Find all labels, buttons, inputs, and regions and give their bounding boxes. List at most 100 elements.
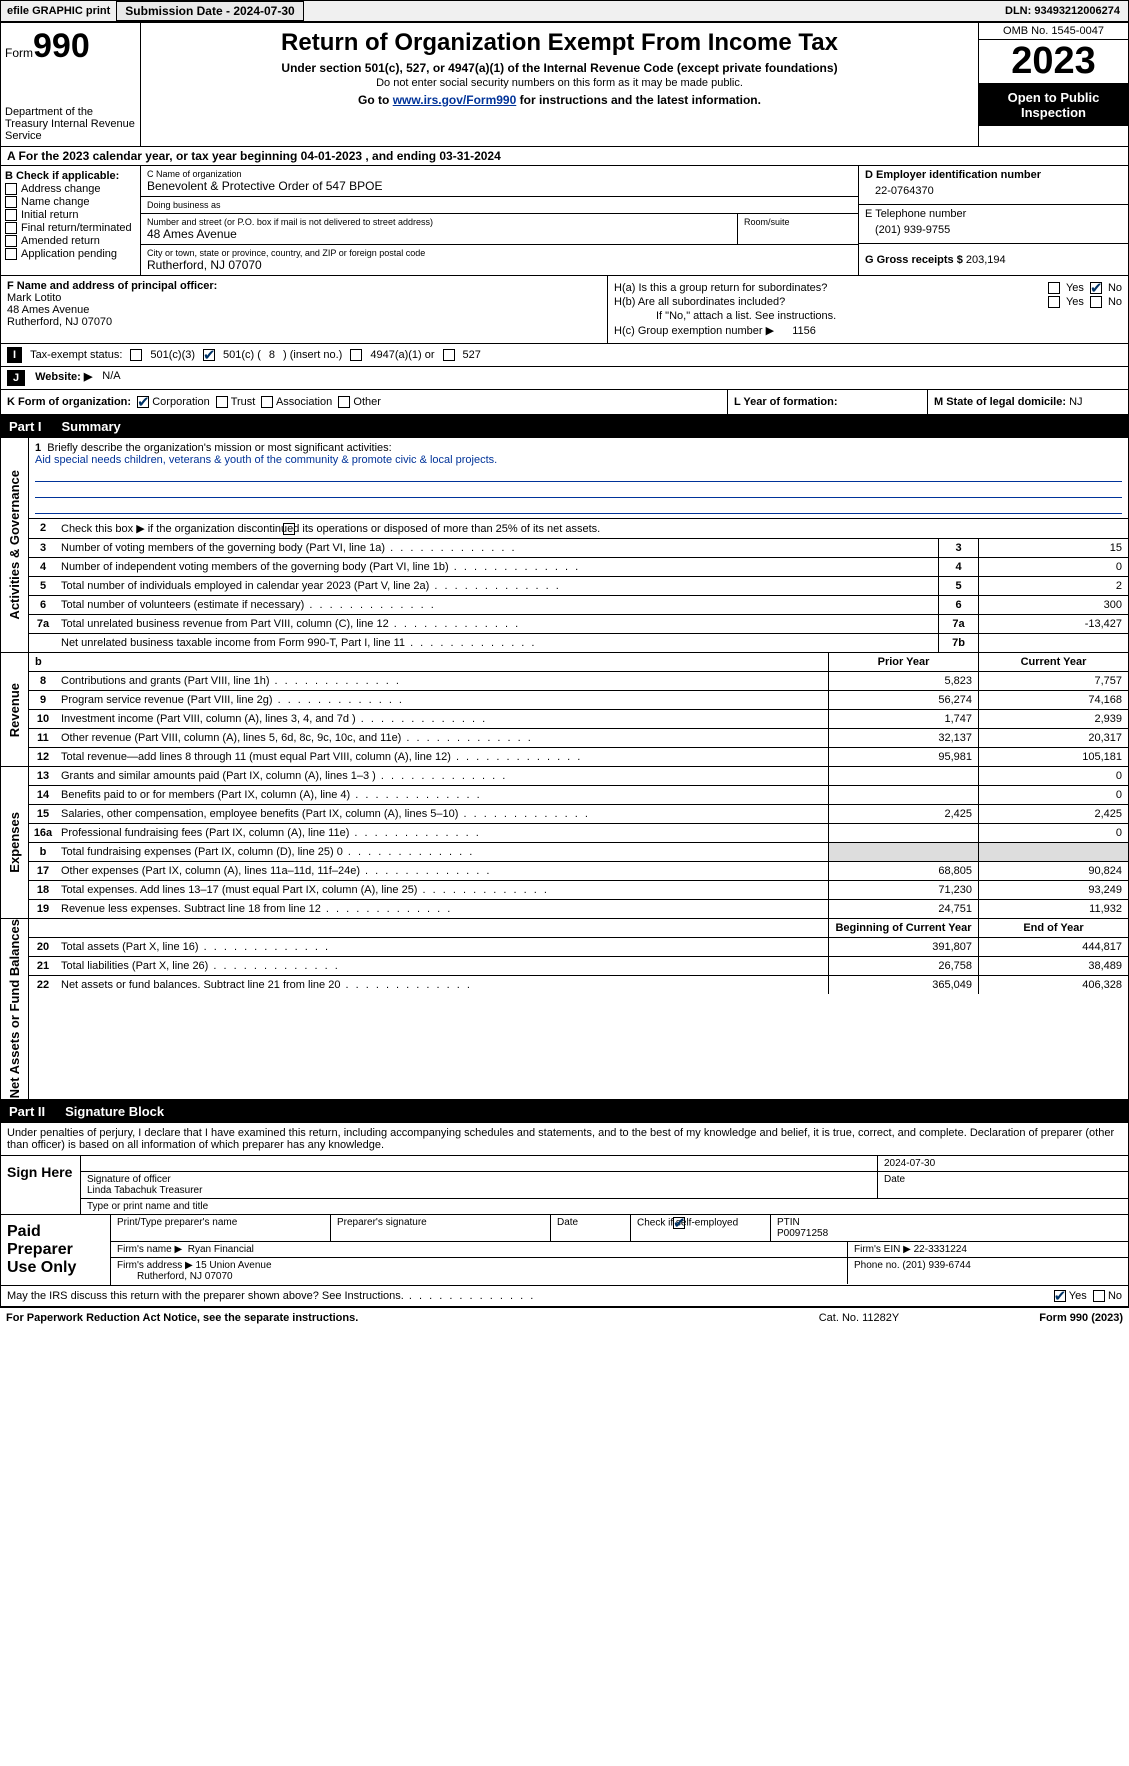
ag-text: Total unrelated business revenue from Pa…	[57, 615, 938, 633]
header-left: Form990 Department of the Treasury Inter…	[1, 23, 141, 146]
discuss-row: May the IRS discuss this return with the…	[0, 1286, 1129, 1307]
opt-501c-a: 501(c) (	[223, 349, 261, 361]
line1-label: Briefly describe the organization's miss…	[47, 442, 391, 454]
hc-label: H(c) Group exemption number ▶	[614, 324, 774, 337]
cb-amended-return[interactable]	[5, 235, 17, 247]
row-b: bTotal fundraising expenses (Part IX, co…	[29, 843, 1128, 862]
row-21: 21Total liabilities (Part X, line 26)26,…	[29, 957, 1128, 976]
row-10: 10Investment income (Part VIII, column (…	[29, 710, 1128, 729]
prep-d-label: Date	[551, 1215, 631, 1241]
domicile-label: M State of legal domicile:	[934, 396, 1066, 408]
addr-label: Number and street (or P.O. box if mail i…	[147, 217, 731, 227]
org-name: Benevolent & Protective Order of 547 BPO…	[147, 179, 852, 193]
cb-527[interactable]	[443, 349, 455, 361]
cb-address-change[interactable]	[5, 183, 17, 195]
hb-yes-cb[interactable]	[1048, 296, 1060, 308]
prep-pt-label: Print/Type preparer's name	[111, 1215, 331, 1241]
goto-link[interactable]: www.irs.gov/Form990	[393, 93, 517, 107]
row-16a: 16aProfessional fundraising fees (Part I…	[29, 824, 1128, 843]
discuss-no-cb[interactable]	[1093, 1290, 1105, 1302]
row-prior: 71,230	[828, 881, 978, 899]
part1-tag: Part I	[9, 419, 42, 434]
gross-label: G Gross receipts $	[865, 254, 963, 266]
row-curr: 7,757	[978, 672, 1128, 690]
mission-text: Aid special needs children, veterans & y…	[35, 454, 1122, 466]
row-curr: 93,249	[978, 881, 1128, 899]
submission-date-btn[interactable]: Submission Date - 2024-07-30	[116, 1, 303, 21]
row-prior: 1,747	[828, 710, 978, 728]
sign-block: Sign Here 2024-07-30 Signature of office…	[0, 1155, 1129, 1215]
row-prior	[828, 786, 978, 804]
sig-date-label: Date	[878, 1172, 1128, 1198]
firm-addr1: 15 Union Avenue	[196, 1260, 272, 1271]
row-text: Other revenue (Part VIII, column (A), li…	[57, 729, 828, 747]
row-text: Net assets or fund balances. Subtract li…	[57, 976, 828, 994]
cb-final-return[interactable]	[5, 222, 17, 234]
row-text: Professional fundraising fees (Part IX, …	[57, 824, 828, 842]
line2-label: Check this box ▶ if the organization dis…	[61, 523, 600, 535]
dln-label: DLN: 93493212006274	[997, 3, 1128, 19]
box-k: K Form of organization: Corporation Trus…	[1, 390, 728, 414]
row-prior: 32,137	[828, 729, 978, 747]
ha-no-cb[interactable]	[1090, 282, 1102, 294]
opt-name-change: Name change	[21, 196, 90, 208]
cb-4947[interactable]	[350, 349, 362, 361]
part2-header: Part II Signature Block	[0, 1100, 1129, 1123]
box-j: J Website: ▶ N/A	[0, 367, 1129, 390]
cb-name-change[interactable]	[5, 196, 17, 208]
row-prior: 24,751	[828, 900, 978, 918]
cb-501c[interactable]	[203, 349, 215, 361]
ag-box: 5	[938, 577, 978, 595]
row-curr: 105,181	[978, 748, 1128, 766]
cb-assoc[interactable]	[261, 396, 273, 408]
row-prior: 365,049	[828, 976, 978, 994]
form-subtitle: Under section 501(c), 527, or 4947(a)(1)…	[149, 61, 970, 75]
hb-no-cb[interactable]	[1090, 296, 1102, 308]
goto-line: Go to www.irs.gov/Form990 for instructio…	[149, 93, 970, 107]
ha-yes-cb[interactable]	[1048, 282, 1060, 294]
opt-4947: 4947(a)(1) or	[370, 349, 434, 361]
discuss-yes-cb[interactable]	[1054, 1290, 1066, 1302]
cb-trust[interactable]	[216, 396, 228, 408]
ein-label: D Employer identification number	[865, 169, 1122, 181]
row-text: Other expenses (Part IX, column (A), lin…	[57, 862, 828, 880]
firm-addr-label: Firm's address ▶	[117, 1260, 193, 1271]
city-value: Rutherford, NJ 07070	[147, 258, 852, 272]
info-block: B Check if applicable: Address change Na…	[0, 165, 1129, 276]
cb-other[interactable]	[338, 396, 350, 408]
ag-text: Net unrelated business taxable income fr…	[57, 634, 938, 652]
sig-type-label: Type or print name and title	[81, 1199, 1128, 1214]
firm-ein: 22-3331224	[914, 1244, 967, 1255]
opt-amended-return: Amended return	[21, 235, 100, 247]
discuss-text: May the IRS discuss this return with the…	[7, 1290, 535, 1302]
cb-application-pending[interactable]	[5, 248, 17, 260]
cb-initial-return[interactable]	[5, 209, 17, 221]
hb-yes: Yes	[1066, 296, 1084, 308]
row-prior: 2,425	[828, 805, 978, 823]
addr-value: 48 Ames Avenue	[147, 227, 731, 241]
sig-officer-label: Signature of officer	[87, 1174, 871, 1185]
officer-label: F Name and address of principal officer:	[7, 280, 601, 292]
cb-501c3[interactable]	[130, 349, 142, 361]
ag-box: 7b	[938, 634, 978, 652]
phone-value: (201) 939-9755	[865, 220, 1122, 240]
ha-label: H(a) Is this a group return for subordin…	[614, 282, 1042, 294]
goto-post: for instructions and the latest informat…	[516, 93, 761, 107]
ag-line-3: 3Number of voting members of the governi…	[29, 539, 1128, 558]
row-curr: 38,489	[978, 957, 1128, 975]
cb-self-employed[interactable]	[673, 1217, 685, 1229]
box-h: H(a) Is this a group return for subordin…	[608, 276, 1128, 343]
gross-value: 203,194	[966, 254, 1006, 266]
opt-501c-c: ) (insert no.)	[283, 349, 342, 361]
row-curr: 0	[978, 824, 1128, 842]
cb-discontinued[interactable]	[283, 523, 295, 535]
curr-year-hdr: Current Year	[978, 653, 1128, 671]
opt-527: 527	[463, 349, 481, 361]
row-text: Total assets (Part X, line 16)	[57, 938, 828, 956]
opt-corp: Corporation	[152, 396, 209, 408]
row-curr	[978, 843, 1128, 861]
cb-corp[interactable]	[137, 396, 149, 408]
row-curr: 0	[978, 786, 1128, 804]
ag-line-6: 6Total number of volunteers (estimate if…	[29, 596, 1128, 615]
begin-year-hdr: Beginning of Current Year	[828, 919, 978, 937]
